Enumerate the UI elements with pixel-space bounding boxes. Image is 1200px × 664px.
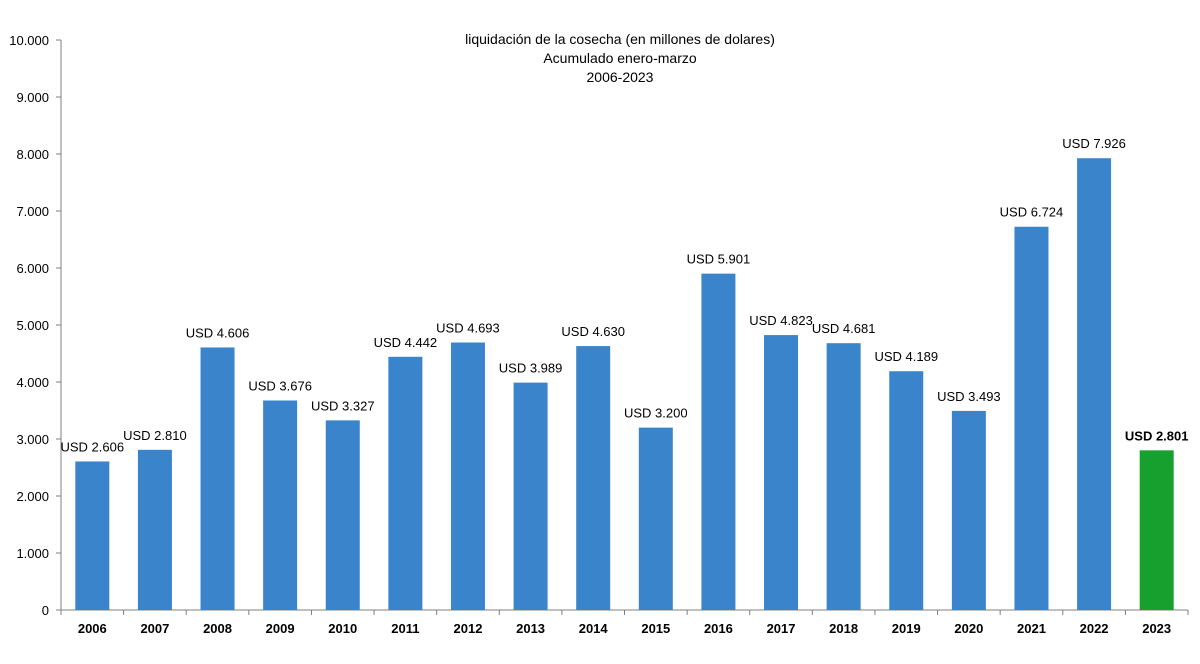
y-tick-label: 8.000 <box>16 147 49 162</box>
bar <box>325 420 360 610</box>
bar <box>388 356 423 610</box>
data-label: USD 4.823 <box>749 313 813 328</box>
data-label: USD 2.810 <box>123 428 187 443</box>
data-label: USD 4.681 <box>812 321 876 336</box>
data-label: USD 6.724 <box>1000 205 1064 220</box>
data-label: USD 4.442 <box>374 335 438 350</box>
x-tick-label: 2020 <box>954 621 983 636</box>
bar <box>1139 450 1174 610</box>
y-tick-label: 1.000 <box>16 546 49 561</box>
x-tick-label: 2008 <box>203 621 232 636</box>
x-tick-label: 2022 <box>1080 621 1109 636</box>
x-tick-label: 2011 <box>391 621 419 636</box>
x-tick-label: 2015 <box>641 621 670 636</box>
bar <box>576 346 611 610</box>
data-label: USD 4.630 <box>561 324 625 339</box>
y-tick-label: 9.000 <box>16 90 49 105</box>
x-tick-label: 2018 <box>829 621 858 636</box>
data-label: USD 2.606 <box>61 439 125 454</box>
y-tick-label: 10.000 <box>9 33 49 48</box>
bar <box>701 273 736 610</box>
data-label: USD 5.901 <box>687 252 751 267</box>
x-tick-label: 2013 <box>516 621 545 636</box>
data-label: USD 3.200 <box>624 406 688 421</box>
x-tick-label: 2016 <box>704 621 733 636</box>
chart-title-line-1: liquidación de la cosecha (en millones d… <box>465 31 775 47</box>
bar <box>951 410 986 610</box>
bar <box>137 449 172 610</box>
x-tick-label: 2017 <box>767 621 796 636</box>
bar <box>513 382 548 610</box>
data-label: USD 3.493 <box>937 389 1001 404</box>
data-label: USD 3.327 <box>311 398 375 413</box>
data-label: USD 3.676 <box>248 378 312 393</box>
bar <box>1014 226 1049 610</box>
x-tick-label: 2012 <box>454 621 483 636</box>
x-tick-label: 2006 <box>78 621 107 636</box>
x-tick-label: 2009 <box>266 621 295 636</box>
bar <box>638 427 673 610</box>
y-tick-label: 7.000 <box>16 204 49 219</box>
x-tick-label: 2007 <box>140 621 169 636</box>
x-tick-label: 2023 <box>1142 621 1171 636</box>
y-tick-label: 3.000 <box>16 432 49 447</box>
chart-title-line-2: Acumulado enero-marzo <box>543 50 697 66</box>
x-tick-label: 2021 <box>1017 621 1046 636</box>
bar <box>75 461 110 610</box>
y-tick-label: 6.000 <box>16 261 49 276</box>
data-label: USD 4.606 <box>186 325 250 340</box>
data-label: USD 3.989 <box>499 361 563 376</box>
x-tick-label: 2019 <box>892 621 921 636</box>
bar <box>826 343 861 610</box>
y-tick-label: 2.000 <box>16 489 49 504</box>
y-tick-label: 0 <box>42 603 49 618</box>
x-tick-label: 2010 <box>328 621 357 636</box>
y-tick-label: 4.000 <box>16 375 49 390</box>
data-label: USD 7.926 <box>1062 136 1126 151</box>
bar <box>200 347 235 610</box>
bar <box>263 400 298 610</box>
data-label: USD 4.693 <box>436 320 500 335</box>
chart-title-line-3: 2006-2023 <box>586 69 654 85</box>
y-tick-label: 5.000 <box>16 318 49 333</box>
data-label: USD 2.801 <box>1125 428 1189 443</box>
bar <box>764 335 799 610</box>
data-label: USD 4.189 <box>874 349 938 364</box>
bar <box>889 371 924 610</box>
bar <box>450 342 485 610</box>
bar <box>1077 158 1112 610</box>
x-tick-label: 2014 <box>579 621 609 636</box>
